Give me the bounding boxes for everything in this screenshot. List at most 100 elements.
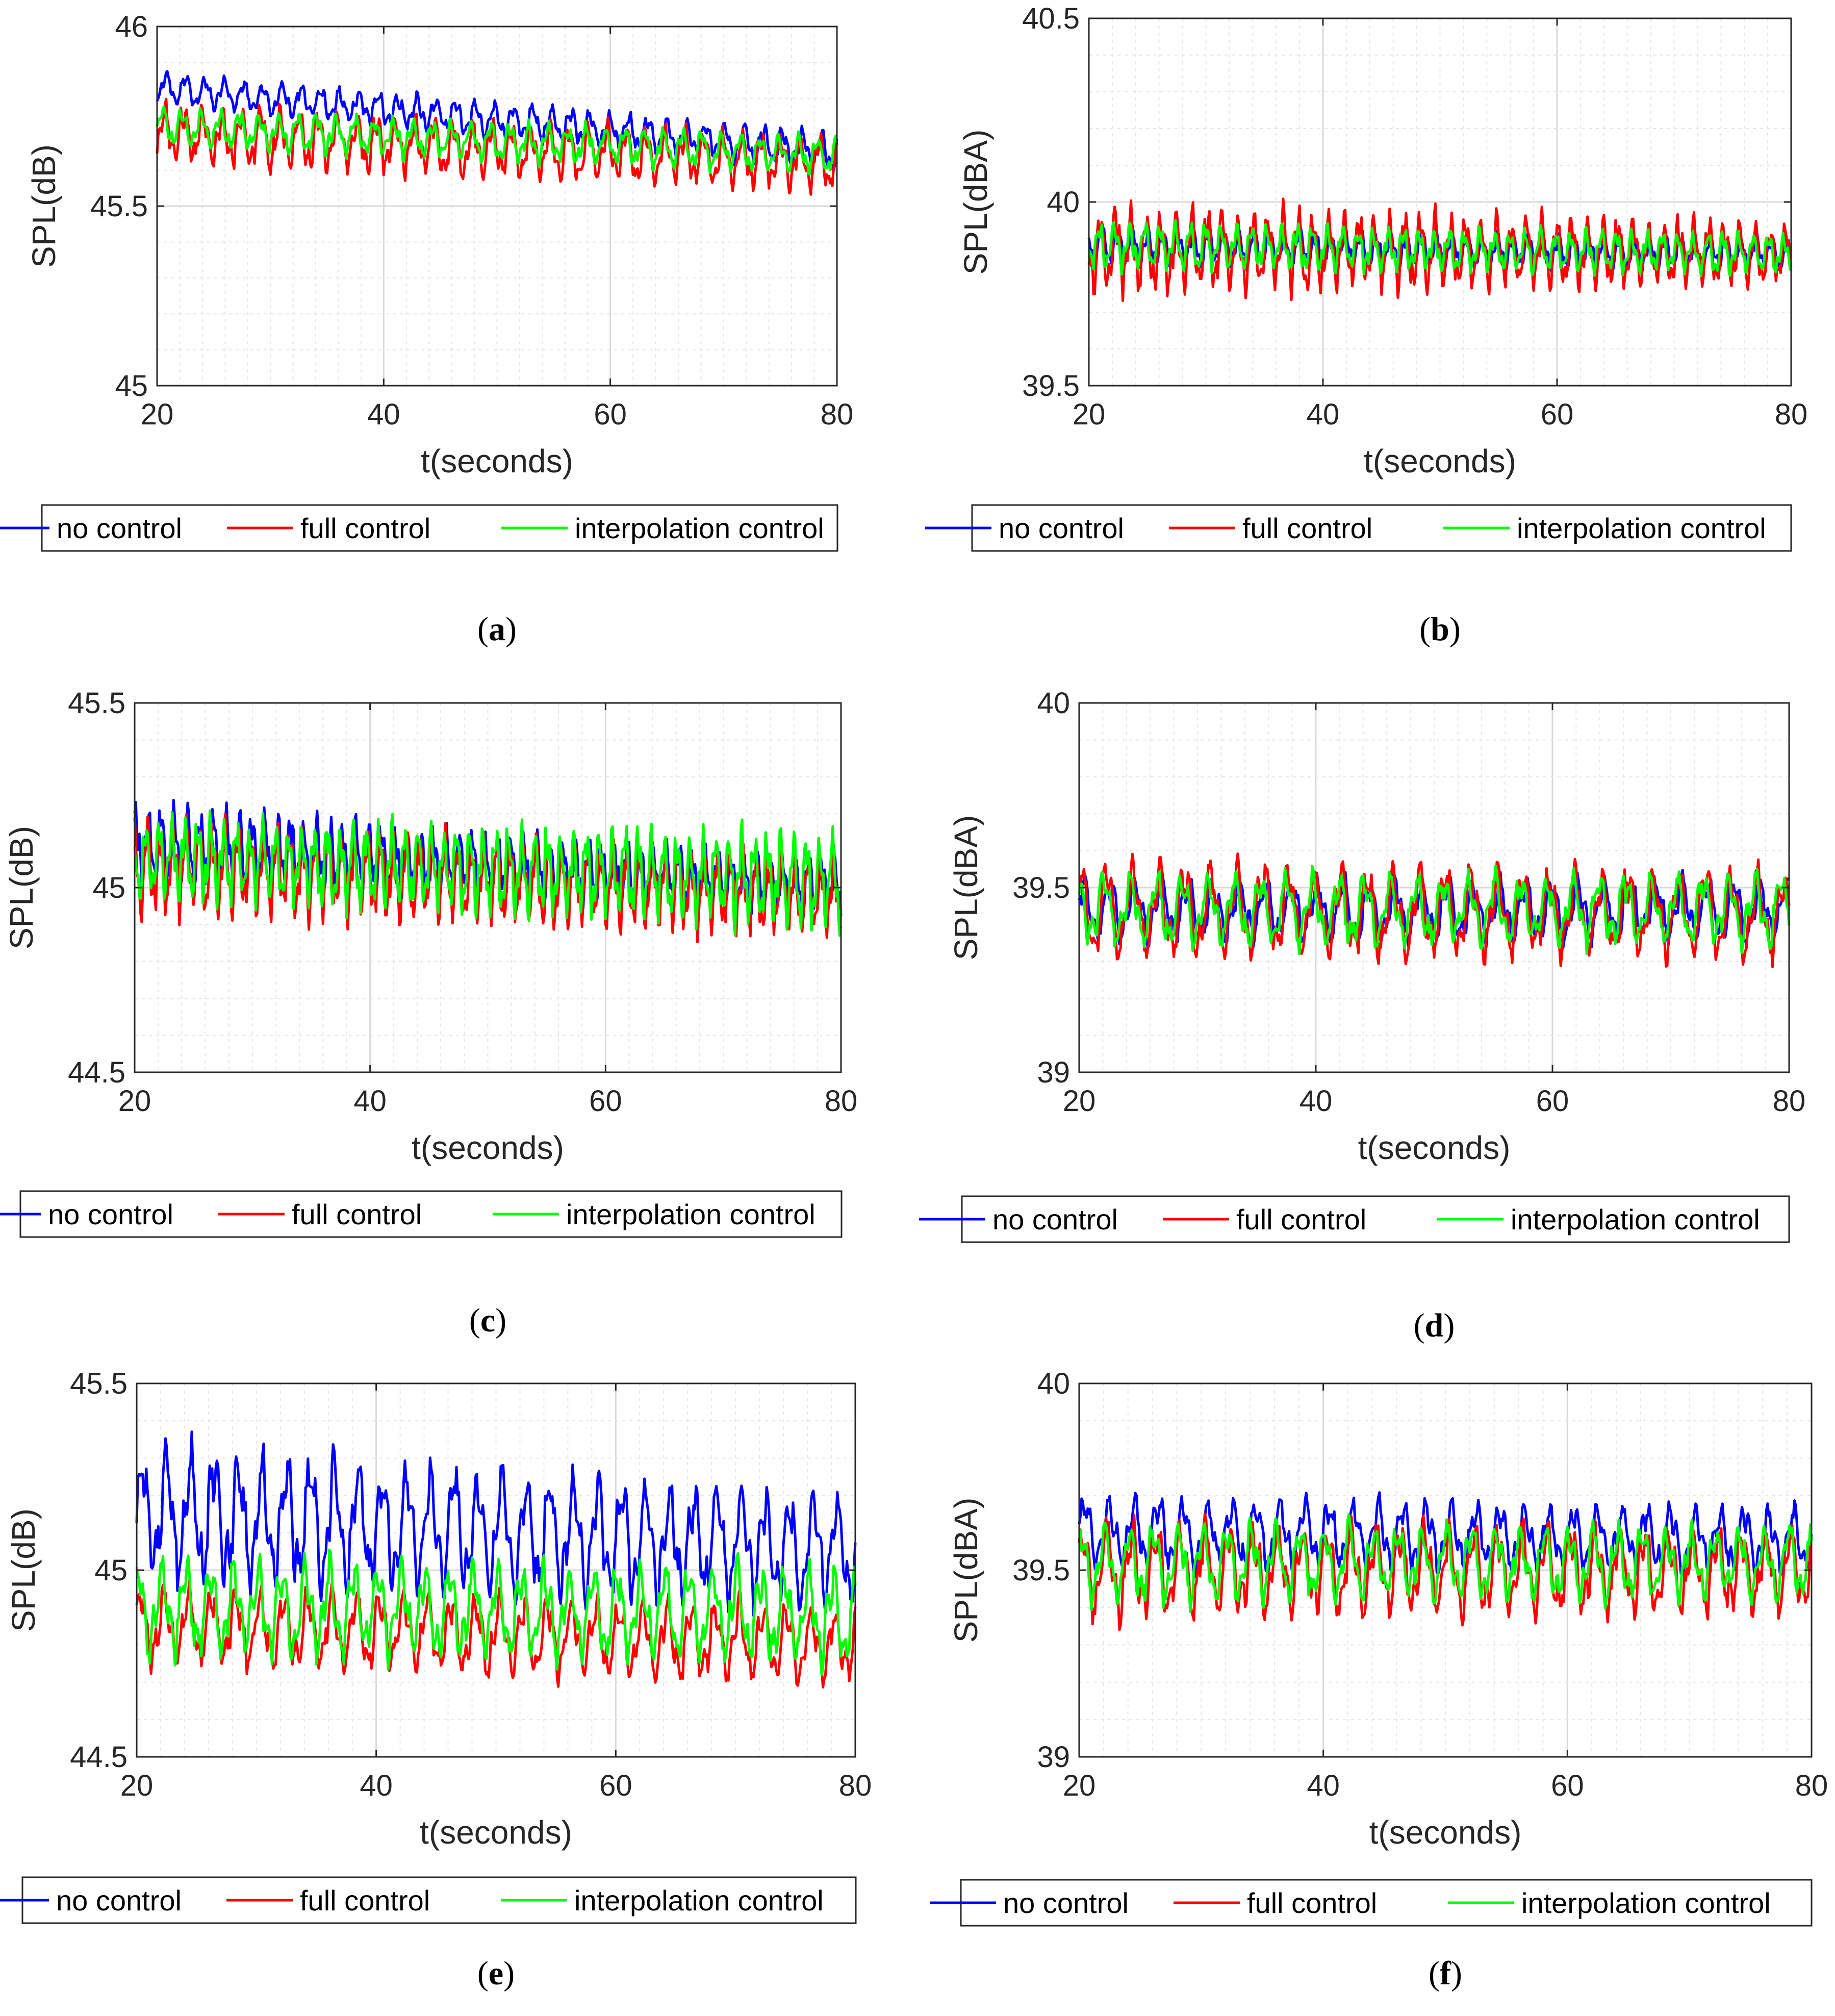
x-tick-label: 20 (141, 398, 174, 431)
legend-label-full-control: full control (1247, 1887, 1377, 1919)
legend-box (21, 1876, 857, 1924)
y-tick-label: 46 (115, 10, 148, 43)
grid (134, 702, 842, 1073)
y-axis-label: SPL(dBA) (957, 130, 994, 275)
series-line-full-control (135, 1579, 857, 1689)
x-tick-label: 40 (1299, 1085, 1333, 1118)
x-tick-label: 40 (1307, 398, 1340, 431)
y-axis-label: SPL(dBA) (948, 1498, 984, 1643)
y-axis-label: SPL(dBA) (948, 815, 984, 961)
series-line-interpolation-control (156, 105, 838, 175)
legend-label-full-control: full control (300, 512, 430, 544)
legend: no control full control interpolation cont… (919, 1195, 1790, 1243)
legend-label-interpolation-control: interpolation control (575, 512, 824, 544)
x-tick-label: 60 (594, 398, 627, 431)
x-tick-label: 40 (1307, 1769, 1340, 1802)
legend-label-interpolation-control: interpolation control (1521, 1887, 1771, 1919)
panel-caption: (e) (477, 1955, 515, 1992)
series-line-no-control (135, 1430, 857, 1617)
legend-label-interpolation-control: interpolation control (1511, 1203, 1760, 1236)
x-tick-label: 20 (1073, 398, 1106, 431)
x-tick-label: 40 (367, 398, 400, 431)
x-tick-label: 60 (1541, 398, 1574, 431)
series-line-full-control (1078, 852, 1791, 968)
x-tick-label: 20 (1063, 1769, 1096, 1802)
legend: no control full control interpolation cont… (925, 504, 1792, 552)
legend-label-interpolation-control: interpolation control (566, 1198, 815, 1230)
y-tick-label: 39.5 (1012, 871, 1070, 904)
x-tick-label: 80 (839, 1769, 872, 1802)
series-line-interpolation-control (135, 1548, 857, 1676)
series-group (156, 70, 838, 196)
x-tick-label: 80 (1775, 398, 1808, 431)
series-group (1078, 852, 1791, 968)
series-line-interpolation-control (1088, 219, 1793, 278)
y-tick-label: 45 (94, 1554, 128, 1587)
y-tick-label: 40 (1037, 687, 1070, 720)
x-tick-label: 80 (825, 1085, 858, 1118)
y-tick-label: 39.5 (1012, 1554, 1070, 1587)
x-axis-label: t(seconds) (1364, 443, 1516, 480)
y-tick-label: 45 (92, 871, 125, 904)
x-axis-label: t(seconds) (1358, 1129, 1511, 1166)
y-tick-label: 39 (1037, 1741, 1070, 1774)
legend-label-no-control: no control (999, 512, 1124, 544)
panel-caption: (d) (1414, 1307, 1455, 1344)
x-tick-label: 40 (353, 1085, 387, 1118)
chart-panel-b: 20 40 60 80 39.5 40 40.5 t(seconds) SPL(dBA) no c… (925, 2, 1807, 648)
series-group (1078, 1491, 1813, 1631)
y-tick-label: 45.5 (90, 190, 148, 223)
panel-caption: (b) (1419, 611, 1461, 648)
legend-box (19, 1190, 843, 1238)
x-axis-label: t(seconds) (420, 1814, 572, 1851)
series-line-interpolation-control (1078, 1513, 1813, 1614)
x-tick-label: 40 (360, 1769, 393, 1802)
legend-label-no-control: no control (992, 1203, 1118, 1236)
series-line-no-control (156, 70, 838, 173)
x-tick-label: 20 (120, 1769, 154, 1802)
x-tick-label: 20 (118, 1085, 151, 1118)
x-tick-label: 20 (1063, 1085, 1096, 1118)
x-tick-label: 60 (599, 1769, 632, 1802)
legend-label-no-control: no control (57, 512, 182, 544)
y-axis-label: SPL(dB) (26, 144, 62, 268)
x-tick-label: 60 (1536, 1085, 1569, 1118)
x-axis-label: t(seconds) (412, 1129, 564, 1166)
series-line-full-control (133, 811, 843, 943)
x-axis-label: t(seconds) (421, 443, 573, 480)
y-tick-label: 40 (1047, 186, 1080, 219)
series-line-interpolation-control (133, 809, 843, 937)
y-tick-label: 40 (1037, 1367, 1070, 1400)
legend: no control full control interpolation cont… (930, 1879, 1813, 1927)
y-tick-label: 45 (115, 369, 148, 402)
legend-label-full-control: full control (1242, 512, 1372, 544)
x-axis-label: t(seconds) (1369, 1814, 1522, 1851)
y-axis-label: SPL(dB) (5, 1508, 42, 1632)
panel-caption: (c) (469, 1302, 506, 1339)
legend-label-no-control: no control (48, 1198, 173, 1230)
chart-panel-a: 20 40 60 80 45 45.5 46 t(seconds) SPL(dB) no cont… (0, 10, 853, 648)
legend-label-interpolation-control: interpolation control (1517, 512, 1766, 544)
chart-panel-c: 20 40 60 80 44.5 45 45.5 t(seconds) SPL(dB) no co… (0, 687, 857, 1339)
y-tick-label: 44.5 (68, 1056, 125, 1089)
series-line-interpolation-control (1078, 864, 1791, 955)
series-line-full-control (1078, 1513, 1813, 1631)
panel-caption: (a) (477, 611, 517, 648)
chart-panel-e: 20 40 60 80 44.5 45 45.5 t(seconds) SPL(dB) no co… (0, 1367, 872, 1992)
panel-caption: (f) (1429, 1955, 1462, 1992)
legend: no control full control interpolation cont… (0, 1190, 843, 1238)
y-tick-label: 45.5 (68, 687, 125, 720)
legend-label-no-control: no control (1003, 1887, 1129, 1919)
legend-label-full-control: full control (1236, 1203, 1366, 1236)
legend-label-full-control: full control (300, 1884, 430, 1917)
legend-label-interpolation-control: interpolation control (574, 1884, 824, 1917)
y-tick-label: 39 (1037, 1056, 1070, 1089)
legend-box (41, 504, 838, 552)
chart-panel-d: 20 40 60 80 39 39.5 40 t(seconds) SPL(dBA) no con… (919, 687, 1805, 1344)
chart-panel-f: 20 40 60 80 39 39.5 40 t(seconds) SPL(dBA) no con… (930, 1367, 1828, 1992)
series-group (1087, 197, 1793, 303)
legend: no control full control interpolation cont… (0, 1876, 857, 1924)
y-tick-label: 45.5 (70, 1367, 128, 1400)
y-tick-label: 44.5 (70, 1741, 128, 1774)
